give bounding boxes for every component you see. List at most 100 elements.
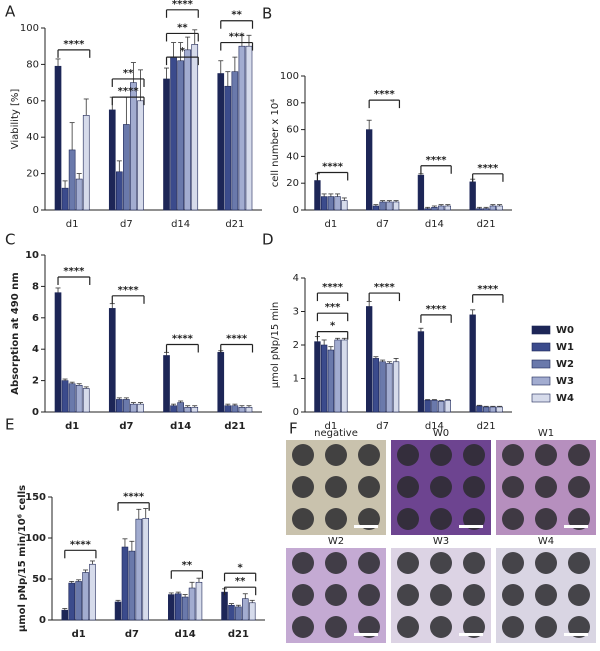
error-bar [175, 591, 181, 594]
micrograph-pore [292, 616, 314, 638]
bar [231, 405, 239, 413]
y-axis-label: µmol pNp/15 min/10⁶ cells [17, 485, 28, 632]
bar [238, 45, 246, 211]
bar [191, 406, 199, 413]
y-axis-label: µmol pNp/15 min [270, 302, 281, 388]
legend-swatch [531, 342, 551, 352]
micrograph-pore [397, 508, 419, 530]
y-tick-label: 100 [25, 533, 46, 544]
bar [496, 205, 503, 211]
significance-label: **** [118, 285, 140, 296]
error-bar [380, 200, 386, 202]
bar [184, 49, 192, 211]
significance-bracket [220, 20, 254, 29]
bar [320, 344, 328, 413]
bar [61, 187, 69, 211]
error-bar [189, 581, 195, 589]
bar [224, 405, 232, 413]
bar [392, 201, 400, 211]
bar [170, 56, 177, 211]
x-tick-label: d7 [376, 219, 389, 230]
micrograph-pore [358, 476, 380, 498]
error-bar [83, 386, 89, 389]
micrograph-pore [292, 508, 314, 530]
significance-bracket [64, 549, 97, 559]
significance-label: **** [63, 266, 85, 277]
error-bar [490, 204, 496, 206]
bar [379, 361, 386, 413]
bar [188, 587, 196, 621]
bar [437, 205, 445, 211]
micrograph-label: W4 [538, 536, 554, 547]
micrograph-pore [430, 444, 452, 466]
error-bar [386, 200, 392, 202]
micrograph-label: W0 [433, 428, 449, 439]
bar [75, 178, 83, 211]
significance-label: ** [123, 68, 134, 79]
significance-label: ** [177, 22, 188, 33]
micrograph-pore [502, 552, 524, 574]
bar [489, 205, 497, 211]
significance-label: **** [374, 282, 396, 293]
error-bar [136, 508, 142, 520]
error-bar [476, 206, 482, 209]
x-tick-label: d7 [120, 219, 133, 230]
bar [217, 73, 225, 211]
bar [386, 363, 393, 413]
error-bar [393, 357, 399, 362]
micrograph-pore [397, 584, 419, 606]
significance-bracket [117, 502, 150, 511]
bar [334, 196, 341, 211]
error-bar [83, 569, 89, 573]
y-tick-label: 4 [293, 273, 299, 284]
bar [327, 196, 335, 211]
x-tick-label: d21 [477, 421, 496, 432]
error-bar [122, 538, 128, 548]
micrograph-pore [463, 508, 485, 530]
error-bar [232, 403, 238, 406]
significance-label: **** [322, 282, 344, 293]
error-bar [335, 337, 341, 340]
significance-label: *** [229, 32, 245, 43]
significance-bracket [57, 276, 91, 285]
micrograph-pore [502, 476, 524, 498]
micrograph-pore [535, 584, 557, 606]
error-bar [69, 581, 75, 584]
bar [174, 593, 182, 621]
micrograph-pore [535, 476, 557, 498]
scale-bar [564, 633, 588, 636]
error-bar [246, 405, 252, 408]
error-bar [62, 180, 68, 189]
significance-bracket [111, 96, 145, 106]
error-bar [164, 67, 170, 79]
error-bar [328, 346, 334, 351]
bar [108, 308, 116, 413]
y-tick-label: 6 [32, 313, 39, 324]
error-bar [116, 397, 122, 400]
error-bar [130, 402, 136, 405]
bar [108, 109, 116, 211]
bar [314, 180, 321, 211]
bar [469, 181, 476, 211]
error-bar [235, 604, 241, 607]
bar [130, 82, 137, 211]
bar [469, 314, 476, 413]
micrograph-pore [325, 508, 347, 530]
x-tick-label: d7 [119, 421, 133, 432]
bar [170, 405, 177, 413]
significance-bracket [316, 331, 349, 340]
x-tick-label: d1 [325, 421, 338, 432]
bar [437, 400, 445, 413]
error-bar [192, 405, 198, 408]
significance-label: **** [172, 0, 194, 10]
x-tick-label: d1 [66, 219, 79, 230]
panel-letter: E [5, 416, 14, 434]
bar [75, 581, 82, 621]
significance-bracket [223, 572, 257, 582]
error-bar [171, 42, 177, 58]
error-bar [115, 599, 121, 602]
y-tick-label: 20 [286, 178, 299, 189]
error-bar [178, 400, 184, 403]
bar [82, 572, 89, 621]
micrograph-pore [397, 552, 419, 574]
